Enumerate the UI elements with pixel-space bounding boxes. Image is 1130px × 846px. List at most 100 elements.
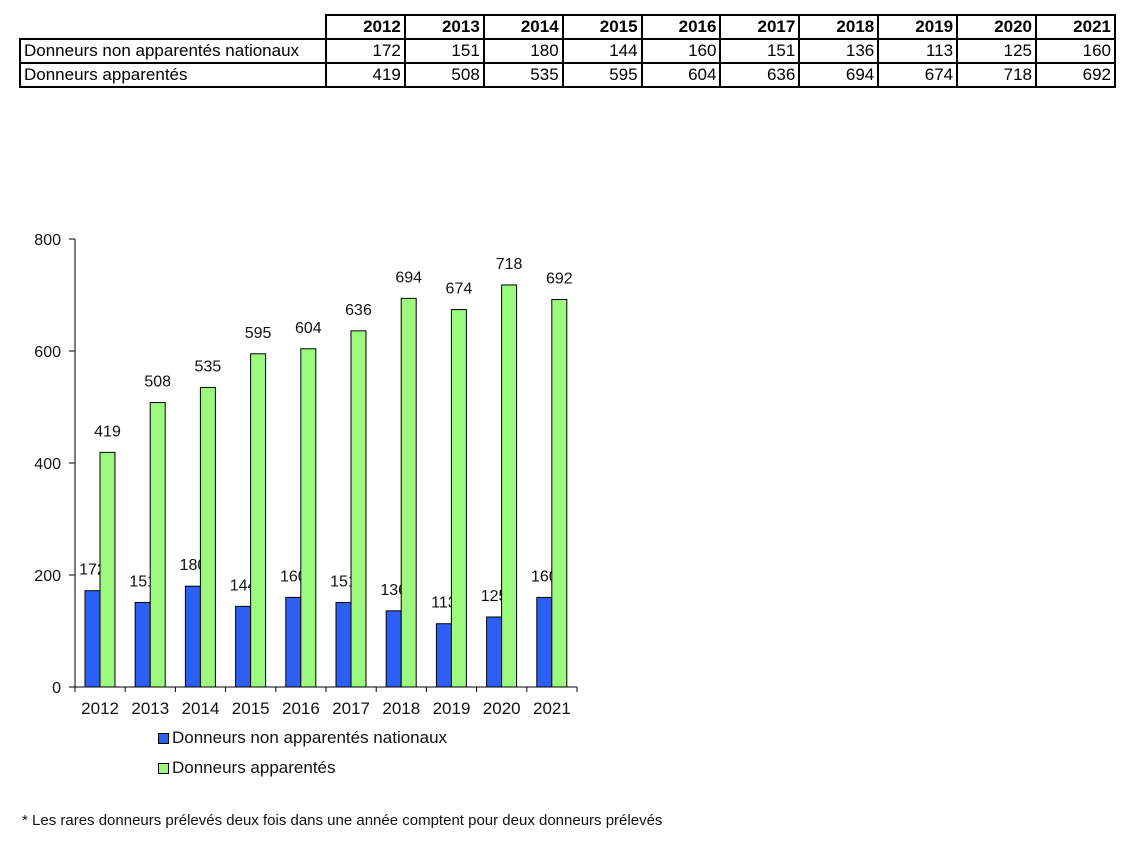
table-cell: 151 [403, 38, 485, 64]
table-cell: 535 [482, 62, 564, 88]
table-cell: 595 [561, 62, 643, 88]
data-label-series-1-2017: 151 [330, 573, 357, 590]
legend-swatch-series-1 [158, 732, 169, 744]
table-header-year: 2016 [640, 14, 722, 40]
table-row: Donneurs non apparentés nationaux 172 151 1… [19, 38, 1116, 64]
legend-swatch-series-2 [158, 762, 169, 774]
bar-series-1-2018 [385, 610, 402, 688]
x-tick-label-2021: 2021 [533, 699, 571, 718]
bar-series-2-2015 [250, 353, 267, 688]
legend-label-series-2: Donneurs apparentés [172, 758, 336, 777]
x-tick-label-2015: 2015 [232, 699, 270, 718]
table-cell: 160 [1035, 38, 1116, 64]
x-tick-label-2018: 2018 [382, 699, 420, 718]
table-header-row: 2012 2013 2014 2015 2016 2017 2018 2019 2020 2021 [20, 14, 1116, 40]
data-label-series-2-2018: 694 [395, 269, 422, 286]
data-label-series-1-2012: 172 [79, 562, 106, 579]
table-cell: 692 [1035, 62, 1116, 88]
table-header-year: 2015 [561, 14, 643, 40]
bar-series-1-2015 [235, 605, 252, 688]
table-cell: 125 [956, 38, 1038, 64]
data-label-series-2-2021: 692 [546, 270, 573, 287]
table-header-year: 2021 [1035, 14, 1116, 40]
table-cell: 113 [877, 38, 959, 64]
bar-series-1-2020 [486, 616, 503, 688]
y-tick-label-400: 400 [34, 456, 61, 473]
table-cell: 144 [561, 38, 643, 64]
table-cell: 604 [640, 62, 722, 88]
table-corner-cell [20, 15, 327, 40]
legend-item-series-1: Donneurs non apparentés nationaux [158, 728, 447, 748]
table-header-year: 2019 [877, 14, 959, 40]
table-cell: 419 [325, 62, 406, 88]
data-label-series-2-2016: 604 [295, 320, 322, 337]
y-tick-label-0: 0 [52, 680, 61, 697]
data-label-series-1-2018: 136 [380, 582, 407, 599]
x-tick-label-2020: 2020 [483, 699, 521, 718]
y-tick-label-600: 600 [34, 344, 61, 361]
table-cell: 636 [719, 62, 801, 88]
bar-series-1-2021 [536, 596, 553, 688]
bar-series-2-2021 [551, 298, 568, 688]
table-cell: 151 [719, 38, 801, 64]
table-header-year: 2014 [482, 14, 564, 40]
x-tick-label-2013: 2013 [131, 699, 169, 718]
x-tick-label-2017: 2017 [332, 699, 370, 718]
table-row-label: Donneurs non apparentés nationaux [19, 38, 327, 64]
legend-label-series-1: Donneurs non apparentés nationaux [172, 728, 448, 747]
x-tick-label-2014: 2014 [182, 699, 220, 718]
table-cell: 172 [325, 38, 406, 64]
data-label-series-1-2015: 144 [230, 577, 257, 594]
table-header-year: 2012 [325, 14, 406, 40]
bar-series-1-2012 [84, 590, 101, 688]
table-cell: 718 [956, 62, 1038, 88]
table-row-label: Donneurs apparentés [19, 62, 327, 88]
table-cell: 160 [640, 38, 722, 64]
bar-series-2-2013 [149, 402, 166, 688]
x-tick-label-2016: 2016 [282, 699, 320, 718]
data-label-series-1-2021: 160 [531, 568, 558, 585]
table-cell: 694 [798, 62, 880, 88]
data-label-series-1-2016: 160 [280, 568, 307, 585]
data-label-series-2-2014: 535 [195, 358, 222, 375]
data-label-series-2-2017: 636 [345, 302, 372, 319]
x-tick-label-2019: 2019 [433, 699, 471, 718]
data-label-series-2-2020: 718 [496, 256, 523, 273]
bar-chart: 172 151 180 144 160 151 136 113 125 160 419 508 535 5… [34, 232, 578, 718]
table-row: Donneurs apparentés 419 508 535 595 604 636 694… [19, 62, 1116, 88]
bar-series-2-2019 [450, 309, 467, 688]
footnote: * Les rares donneurs prélevés deux fois … [22, 812, 663, 829]
data-label-series-1-2013: 151 [129, 573, 156, 590]
data-table: 2012 2013 2014 2015 2016 2017 2018 2019 2020 2021… [19, 14, 1116, 88]
table-header-year: 2013 [403, 14, 485, 40]
y-tick-label-800: 800 [34, 232, 61, 249]
bar-series-2-2016 [300, 348, 317, 688]
table-cell: 180 [482, 38, 564, 64]
data-label-series-2-2013: 508 [144, 374, 171, 391]
bar-series-2-2012 [99, 451, 116, 688]
data-label-series-2-2012: 419 [94, 423, 121, 440]
x-tick-label-2012: 2012 [81, 699, 119, 718]
bar-series-1-2013 [134, 601, 151, 688]
bar-series-1-2016 [285, 596, 302, 688]
table-cell: 508 [403, 62, 485, 88]
bar-series-2-2020 [501, 284, 518, 688]
table-cell: 136 [798, 38, 880, 64]
table-header-year: 2017 [719, 14, 801, 40]
bar-series-2-2014 [199, 386, 216, 688]
bar-series-1-2014 [184, 585, 201, 688]
bar-series-1-2017 [335, 601, 352, 688]
legend-item-series-2: Donneurs apparentés [158, 758, 336, 778]
table-header-year: 2020 [956, 14, 1038, 40]
y-tick-label-200: 200 [34, 568, 61, 585]
table-cell: 674 [877, 62, 959, 88]
table-body: Donneurs non apparentés nationaux 172 151 1… [19, 38, 1116, 88]
data-label-series-2-2019: 674 [446, 281, 473, 298]
table-header-year: 2018 [798, 14, 880, 40]
bar-series-1-2019 [435, 623, 452, 688]
bar-series-2-2018 [400, 297, 417, 688]
bar-series-2-2017 [350, 330, 367, 688]
data-label-series-1-2019: 113 [431, 595, 457, 612]
data-label-series-1-2014: 180 [180, 557, 207, 574]
data-label-series-1-2020: 125 [481, 588, 508, 605]
